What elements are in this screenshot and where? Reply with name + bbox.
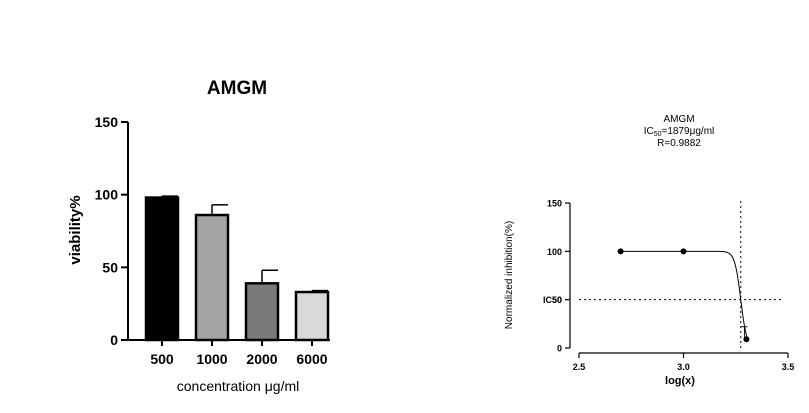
fit-curve-line [620,250,749,341]
viability-bar-chart: AMGM 0 50 100 150 500 1000 2000 6000 viability… [67,78,330,394]
bar-x-axis-label: concentration μg/ml [177,378,299,394]
dr-x-tick-label: 2.5 [573,362,586,372]
dr-x-axis: 2.5 3.0 3.5 [573,352,795,372]
dr-y-tick-label: 100 [547,247,562,257]
bar-y-tick-label: 100 [95,187,119,203]
dose-response-chart: AMGM IC50=1879μg/ml R=0.9882 050100150IC… [504,114,794,387]
annotation-ic50: IC50=1879μg/ml [644,126,715,138]
ic50-reference-lines [579,201,784,350]
bar-y-tick-label: 0 [110,332,118,348]
bar-chart-title: AMGM [207,78,267,99]
annotation-r: R=0.9882 [657,138,701,149]
annotation-ic-prefix: IC [644,126,654,137]
dr-y-axis: 0 50 100 150 IC50 [543,199,571,354]
data-points [617,248,750,343]
bar-x-axis: 500 1000 2000 6000 [128,339,330,367]
bar [194,213,230,342]
data-point [743,336,750,343]
bar-y-tick-label: 150 [95,114,119,130]
ic50-axis-label: IC50 [543,295,562,305]
dr-x-axis-label: log(x) [665,375,695,387]
bar-y-axis-label: viability% [67,195,84,264]
dr-y-axis-label: Normalized inhibition(%) [504,221,515,329]
dr-x-tick-label: 3.0 [677,362,690,372]
bar-y-axis: 0 50 100 150 [95,114,129,348]
bar [244,282,280,342]
fit-annotation: AMGM IC50=1879μg/ml R=0.9882 [644,114,715,149]
bar [144,196,180,342]
dr-x-tick-label: 3.5 [782,362,795,372]
data-point [680,248,687,255]
dr-y-tick-label: 0 [557,344,562,354]
bar-series [144,195,330,342]
annotation-ic-sub: 50 [654,131,662,138]
bar [294,290,330,342]
bar-x-tick-label: 500 [150,351,174,367]
data-point [617,248,624,255]
annotation-ic-value: =1879μg/ml [662,126,715,137]
bar-x-tick-label: 6000 [296,351,327,367]
bar-y-tick-label: 50 [102,259,118,275]
annotation-name: AMGM [663,114,694,125]
dr-y-tick-label: 150 [547,199,562,209]
bar-x-tick-label: 2000 [246,351,277,367]
bar-x-tick-label: 1000 [196,351,227,367]
fit-curve [620,250,749,341]
dr-y-tick-label: 50 [552,295,562,305]
